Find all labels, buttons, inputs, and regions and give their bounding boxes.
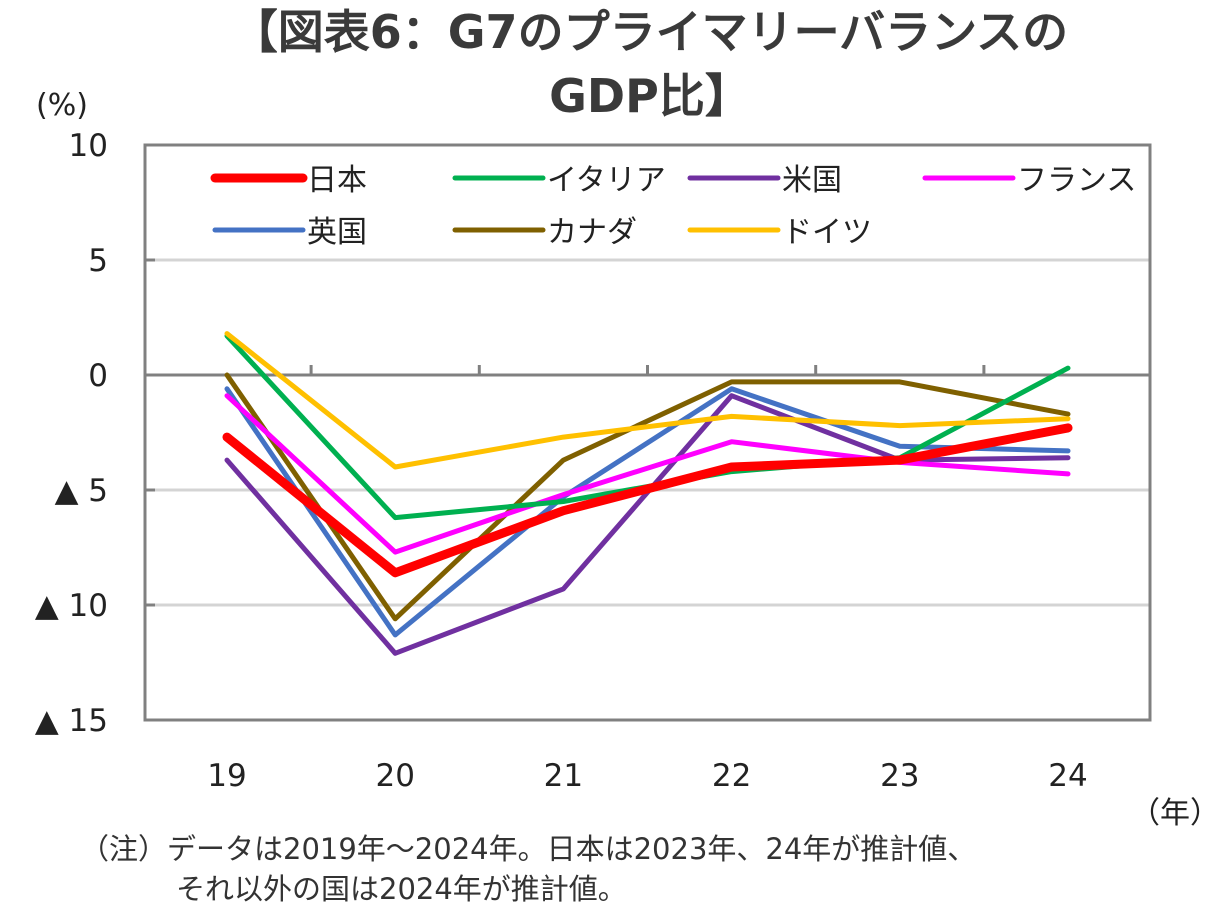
x-tick-label: 19 [207,758,246,794]
axes [143,143,1152,722]
series-lines [222,331,1073,656]
series-line-6 [224,331,1071,470]
chart-title-line-2: GDP比】 [549,69,751,123]
y-tick-labels: 10 5 0 ▲ 5 ▲ 10 ▲ 15 [35,128,108,739]
chart-title-line-1: 【図表6：G7のプライマリーバランスの [231,5,1069,59]
x-axis-unit: （年） [1130,796,1206,831]
x-tick-label: 22 [712,758,751,794]
legend-label: ドイツ [782,215,872,250]
y-tick-label: 0 [88,358,108,394]
x-tick-label: 23 [880,758,919,794]
x-tick-labels: 19 20 21 22 23 24 [207,758,1087,794]
y-tick-label: ▲ 5 [55,473,108,509]
legend-label: フランス [1017,163,1136,198]
y-tick-label: 5 [88,243,108,279]
x-tick-label: 20 [375,758,414,794]
legend-label: カナダ [547,215,637,250]
footnote-line-2: それ以外の国は2024年が推計値。 [176,872,627,906]
footnote-line-1: （注）データは2019年～2024年。日本は2023年、24年が推計値、 [80,832,977,866]
gridlines [145,258,1150,607]
y-tick-label: 10 [69,128,108,164]
x-tick-label: 21 [544,758,583,794]
x-tick-label: 24 [1048,758,1087,794]
legend-label: 英国 [307,215,367,250]
series-line-4 [224,386,1071,638]
legend-label: 米国 [782,163,842,198]
legend-label: 日本 [307,163,367,198]
y-tick-label: ▲ 10 [35,588,108,624]
y-tick-label: ▲ 15 [35,703,108,739]
y-axis-unit: (%) [36,88,88,123]
series-line-5 [224,372,1071,622]
legend-label: イタリア [547,163,666,198]
series-line-0 [222,423,1073,578]
plot-frame [143,143,1152,722]
series-line-3 [224,393,1071,555]
